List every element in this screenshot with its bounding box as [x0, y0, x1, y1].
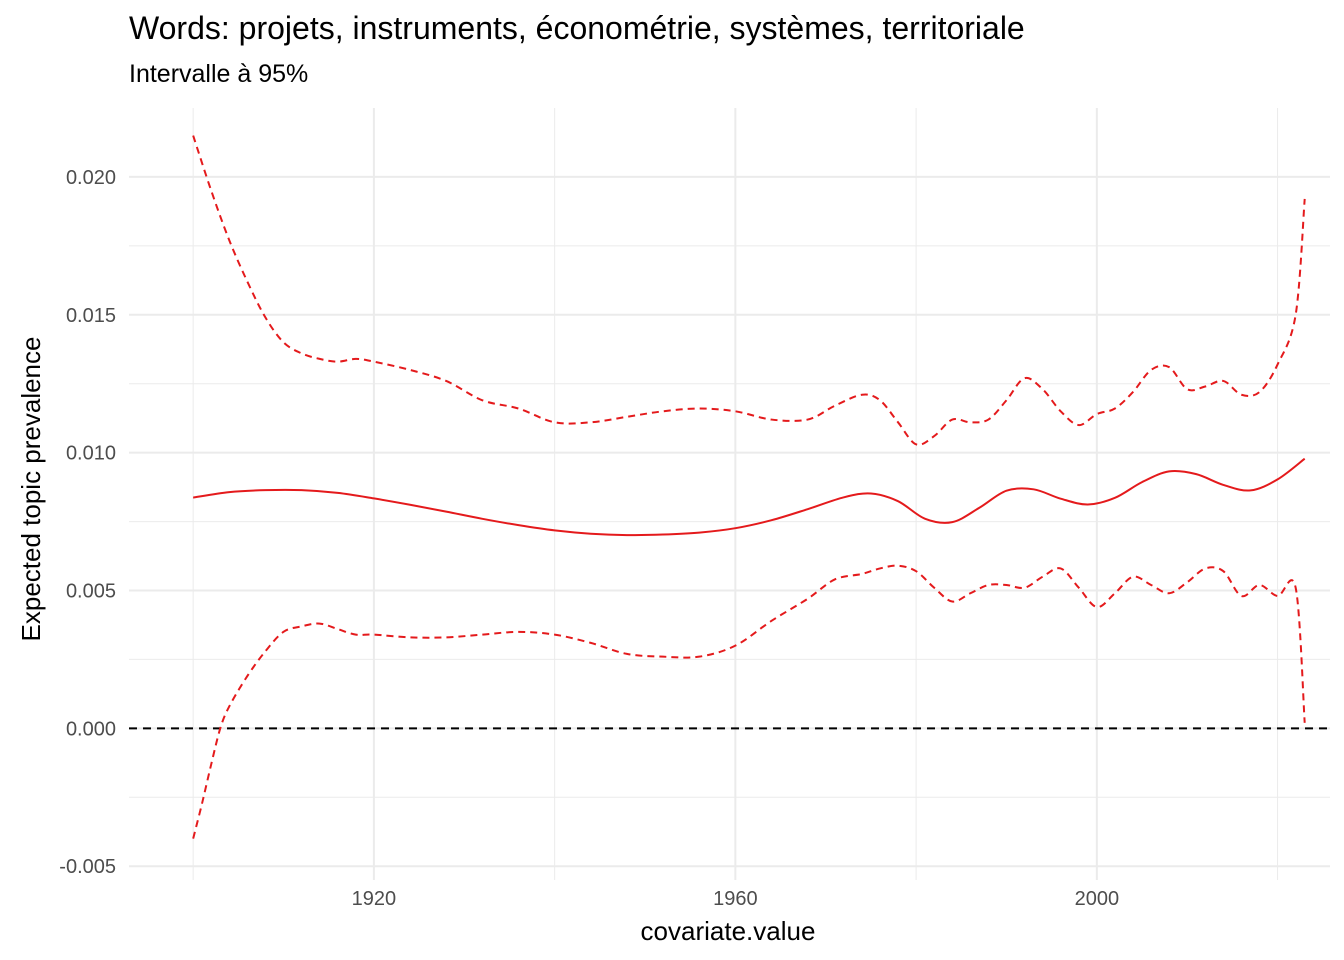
series-group	[192, 135, 1306, 839]
x-tick-label: 1960	[713, 888, 758, 910]
minor-gridlines	[129, 108, 1330, 880]
chart-title: Words: projets, instruments, économétrie…	[129, 10, 1025, 46]
y-tick-label: 0.010	[66, 443, 116, 465]
y-tick-label: 0.005	[66, 581, 116, 603]
y-axis-title: Expected topic prevalence	[16, 337, 46, 642]
y-tick-label: 0.015	[66, 305, 116, 327]
x-axis-title: covariate.value	[641, 916, 816, 946]
y-tick-label: 0.020	[66, 167, 116, 189]
x-tick-label: 2000	[1075, 888, 1120, 910]
estimate-line	[193, 457, 1306, 537]
tick-labels: 1920 1960 2000 -0.005 0.000 0.005 0.010 0.015 0.…	[59, 167, 1119, 910]
lower-ci-line	[192, 564, 1306, 839]
upper-ci-line	[192, 135, 1306, 446]
major-gridlines	[129, 108, 1330, 880]
y-tick-label: -0.005	[59, 856, 116, 878]
x-tick-label: 1920	[352, 888, 397, 910]
y-tick-label: 0.000	[66, 718, 116, 740]
chart-subtitle: Intervalle à 95%	[129, 60, 309, 88]
